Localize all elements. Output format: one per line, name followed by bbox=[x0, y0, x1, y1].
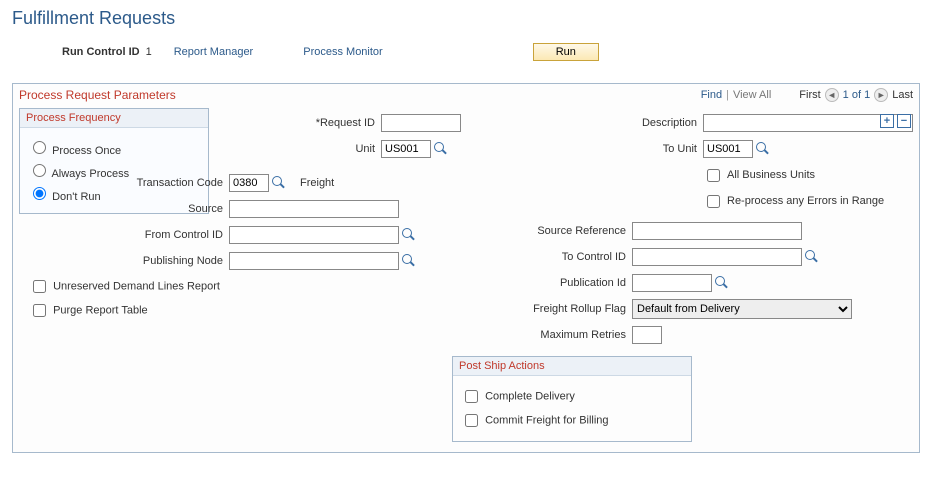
complete-delivery-label: Complete Delivery bbox=[485, 390, 575, 402]
freq-once-label: Process Once bbox=[52, 145, 121, 157]
last-label: Last bbox=[892, 89, 913, 101]
request-id-input[interactable] bbox=[381, 114, 461, 132]
max-retries-input[interactable] bbox=[632, 326, 662, 344]
panel-title: Process Request Parameters bbox=[19, 88, 176, 102]
view-all-text: View All bbox=[733, 89, 771, 101]
next-icon[interactable]: ► bbox=[874, 88, 888, 102]
delete-row-icon[interactable]: − bbox=[897, 114, 911, 128]
to-unit-lookup-icon[interactable] bbox=[756, 142, 770, 156]
transaction-code-input[interactable] bbox=[229, 174, 269, 192]
page-title: Fulfillment Requests bbox=[12, 8, 920, 29]
unit-label: Unit bbox=[241, 143, 381, 155]
source-input[interactable] bbox=[229, 200, 399, 218]
publishing-node-label: Publishing Node bbox=[19, 255, 229, 267]
publication-id-lookup-icon[interactable] bbox=[715, 276, 729, 290]
transaction-code-lookup-icon[interactable] bbox=[272, 176, 286, 190]
unit-input[interactable] bbox=[381, 140, 431, 158]
post-ship-box: Post Ship Actions Complete Delivery Comm… bbox=[452, 356, 692, 442]
process-monitor-link[interactable]: Process Monitor bbox=[303, 46, 382, 58]
publishing-node-input[interactable] bbox=[229, 252, 399, 270]
freq-once[interactable]: Process Once bbox=[28, 138, 200, 157]
unreserved-label: Unreserved Demand Lines Report bbox=[53, 280, 220, 292]
parameters-panel: Process Request Parameters Find | View A… bbox=[12, 83, 920, 453]
post-ship-title: Post Ship Actions bbox=[453, 357, 691, 376]
run-control-label: Run Control ID bbox=[62, 46, 140, 58]
unit-lookup-icon[interactable] bbox=[434, 142, 448, 156]
publishing-node-lookup-icon[interactable] bbox=[402, 254, 416, 268]
add-row-icon[interactable]: + bbox=[880, 114, 894, 128]
run-control-row: Run Control ID 1 Report Manager Process … bbox=[12, 43, 920, 61]
publication-id-label: Publication Id bbox=[472, 277, 632, 289]
purge-label: Purge Report Table bbox=[53, 304, 148, 316]
source-reference-label: Source Reference bbox=[472, 225, 632, 237]
transaction-code-desc: Freight bbox=[300, 177, 334, 189]
separator: | bbox=[726, 89, 729, 101]
freight-rollup-label: Freight Rollup Flag bbox=[472, 303, 632, 315]
from-control-id-lookup-icon[interactable] bbox=[402, 228, 416, 242]
to-control-id-lookup-icon[interactable] bbox=[805, 250, 819, 264]
commit-freight-label: Commit Freight for Billing bbox=[485, 414, 608, 426]
source-reference-input[interactable] bbox=[632, 222, 802, 240]
row-count: 1 of 1 bbox=[843, 89, 871, 101]
freight-rollup-select[interactable]: Default from Delivery bbox=[632, 299, 852, 319]
to-unit-label: To Unit bbox=[543, 143, 703, 155]
run-button[interactable]: Run bbox=[533, 43, 599, 61]
process-frequency-title: Process Frequency bbox=[20, 109, 208, 128]
find-link[interactable]: Find bbox=[701, 89, 722, 101]
from-control-id-input[interactable] bbox=[229, 226, 399, 244]
transaction-code-label: Transaction Code bbox=[19, 177, 229, 189]
unreserved-checkbox[interactable] bbox=[33, 280, 46, 293]
to-control-id-label: To Control ID bbox=[472, 251, 632, 263]
max-retries-label: Maximum Retries bbox=[472, 329, 632, 341]
commit-freight-checkbox[interactable] bbox=[465, 414, 478, 427]
source-label: Source bbox=[19, 203, 229, 215]
purge-checkbox[interactable] bbox=[33, 304, 46, 317]
request-id-label: *Request ID bbox=[241, 117, 381, 129]
publication-id-input[interactable] bbox=[632, 274, 712, 292]
first-label: First bbox=[799, 89, 820, 101]
description-label: Description bbox=[543, 117, 703, 129]
to-control-id-input[interactable] bbox=[632, 248, 802, 266]
complete-delivery-checkbox[interactable] bbox=[465, 390, 478, 403]
prev-icon[interactable]: ◄ bbox=[825, 88, 839, 102]
run-control-value: 1 bbox=[146, 46, 152, 58]
to-unit-input[interactable] bbox=[703, 140, 753, 158]
report-manager-link[interactable]: Report Manager bbox=[174, 46, 254, 58]
from-control-id-label: From Control ID bbox=[19, 229, 229, 241]
